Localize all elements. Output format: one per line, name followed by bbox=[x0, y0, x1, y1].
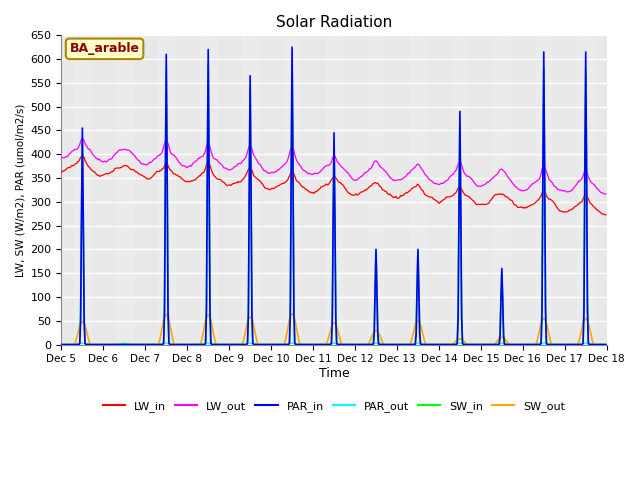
SW_in bbox=[86, 342, 94, 348]
SW_in bbox=[602, 342, 610, 348]
Line: SW_in: SW_in bbox=[61, 59, 606, 345]
SW_in bbox=[572, 342, 580, 348]
Text: BA_arable: BA_arable bbox=[70, 42, 140, 55]
Line: PAR_in: PAR_in bbox=[61, 47, 606, 345]
LW_out bbox=[250, 152, 257, 157]
Bar bbox=[577, 36, 594, 345]
Legend: LW_in, LW_out, PAR_in, PAR_out, SW_in, SW_out: LW_in, LW_out, PAR_in, PAR_out, SW_in, S… bbox=[99, 396, 570, 416]
PAR_out bbox=[87, 342, 95, 348]
PAR_out bbox=[228, 342, 236, 348]
LW_in bbox=[250, 173, 257, 179]
PAR_out bbox=[572, 342, 580, 348]
SW_out bbox=[602, 342, 610, 348]
SW_out bbox=[227, 342, 235, 348]
LW_in bbox=[87, 167, 95, 172]
Bar bbox=[242, 36, 259, 345]
SW_in bbox=[288, 56, 296, 62]
SW_in bbox=[227, 342, 235, 348]
SW_out bbox=[58, 342, 65, 348]
PAR_out bbox=[321, 342, 329, 348]
PAR_in bbox=[227, 342, 235, 348]
SW_out bbox=[249, 319, 257, 325]
SW_out bbox=[276, 342, 284, 348]
Bar bbox=[367, 36, 385, 345]
Bar bbox=[410, 36, 426, 345]
Y-axis label: LW, SW (W/m2), PAR (umol/m2/s): LW, SW (W/m2), PAR (umol/m2/s) bbox=[15, 103, 25, 276]
Title: Solar Radiation: Solar Radiation bbox=[276, 15, 392, 30]
Line: LW_out: LW_out bbox=[61, 139, 606, 194]
LW_in bbox=[572, 203, 580, 209]
LW_out bbox=[87, 149, 95, 155]
Bar bbox=[158, 36, 175, 345]
LW_out bbox=[58, 154, 65, 160]
SW_in bbox=[58, 342, 65, 348]
PAR_out bbox=[277, 342, 285, 348]
LW_in bbox=[228, 181, 236, 187]
PAR_in bbox=[276, 342, 284, 348]
Bar bbox=[116, 36, 132, 345]
LW_in bbox=[602, 212, 610, 217]
Bar bbox=[326, 36, 342, 345]
LW_in bbox=[58, 169, 65, 175]
Bar bbox=[451, 36, 468, 345]
Bar bbox=[74, 36, 91, 345]
LW_out bbox=[321, 163, 329, 169]
Line: SW_out: SW_out bbox=[61, 313, 606, 345]
X-axis label: Time: Time bbox=[319, 367, 349, 380]
SW_out bbox=[321, 342, 329, 348]
SW_in bbox=[249, 339, 257, 345]
PAR_out bbox=[602, 342, 610, 348]
LW_out bbox=[277, 165, 285, 170]
Bar bbox=[200, 36, 216, 345]
SW_out bbox=[572, 342, 580, 348]
LW_in bbox=[321, 182, 329, 188]
LW_out bbox=[228, 166, 236, 172]
PAR_in bbox=[86, 342, 94, 348]
Line: PAR_out: PAR_out bbox=[61, 343, 606, 345]
PAR_out bbox=[79, 340, 86, 346]
LW_in bbox=[277, 181, 285, 187]
Line: LW_in: LW_in bbox=[61, 156, 606, 215]
PAR_in bbox=[58, 342, 65, 348]
Bar bbox=[284, 36, 301, 345]
SW_out bbox=[288, 311, 296, 316]
PAR_in bbox=[249, 340, 257, 346]
PAR_in bbox=[288, 44, 296, 50]
PAR_out bbox=[250, 341, 257, 347]
SW_in bbox=[321, 342, 329, 348]
PAR_in bbox=[572, 342, 580, 348]
SW_in bbox=[276, 342, 284, 348]
Bar bbox=[536, 36, 552, 345]
LW_out bbox=[79, 136, 86, 142]
PAR_in bbox=[602, 342, 610, 348]
PAR_in bbox=[321, 342, 329, 348]
Bar bbox=[493, 36, 510, 345]
LW_in bbox=[79, 153, 86, 159]
LW_out bbox=[572, 182, 580, 188]
SW_out bbox=[86, 341, 94, 347]
LW_out bbox=[602, 191, 610, 197]
PAR_out bbox=[58, 342, 65, 348]
